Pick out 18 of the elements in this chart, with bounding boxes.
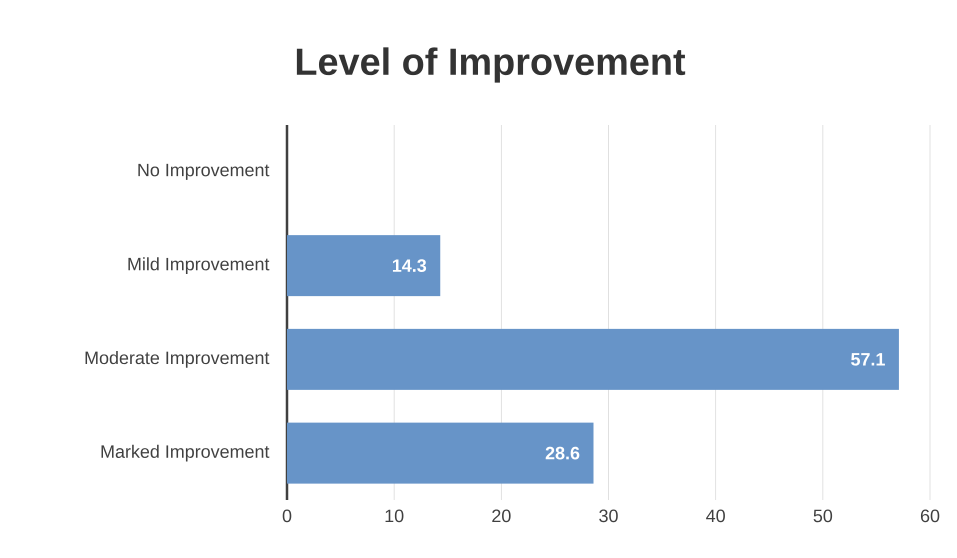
y-tick-label: No Improvement: [138, 164, 270, 180]
y-tick-label: Marked Improvement: [102, 444, 270, 462]
bar: [287, 422, 594, 484]
chart-title: Level of Improvement: [296, 47, 686, 83]
x-tick-label: 50: [814, 510, 832, 522]
data-label: 57.1: [851, 353, 885, 366]
y-tick-label: Mild Improvement: [128, 257, 270, 274]
bar: [287, 328, 899, 390]
x-tick-label: 30: [599, 510, 618, 522]
y-tick-label: Moderate Improvement: [86, 351, 270, 368]
x-tick-label: 60: [920, 510, 940, 522]
data-label: 14.3: [392, 259, 426, 272]
data-label: 28.6: [546, 446, 580, 460]
x-tick-label: 40: [706, 510, 725, 522]
x-tick-label: 0: [282, 510, 292, 522]
x-tick-label: 10: [386, 510, 404, 522]
bar: [287, 235, 440, 296]
x-tick-label: 20: [492, 510, 511, 522]
